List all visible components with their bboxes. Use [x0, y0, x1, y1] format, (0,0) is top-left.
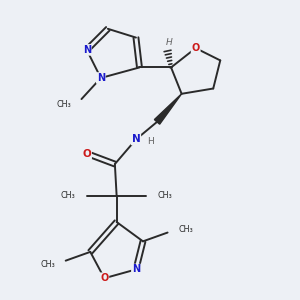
Text: N: N [83, 45, 91, 55]
Text: O: O [191, 43, 200, 53]
Text: CH₃: CH₃ [61, 191, 76, 200]
Text: N: N [132, 134, 140, 145]
Text: CH₃: CH₃ [158, 191, 172, 200]
Text: H: H [147, 137, 154, 146]
Text: H: H [166, 38, 173, 46]
Text: O: O [100, 273, 109, 283]
Text: CH₃: CH₃ [57, 100, 72, 109]
Text: N: N [97, 73, 105, 83]
Text: CH₃: CH₃ [178, 225, 193, 234]
Text: N: N [132, 264, 140, 274]
Text: O: O [82, 148, 91, 158]
Polygon shape [154, 94, 182, 124]
Text: CH₃: CH₃ [40, 260, 55, 269]
